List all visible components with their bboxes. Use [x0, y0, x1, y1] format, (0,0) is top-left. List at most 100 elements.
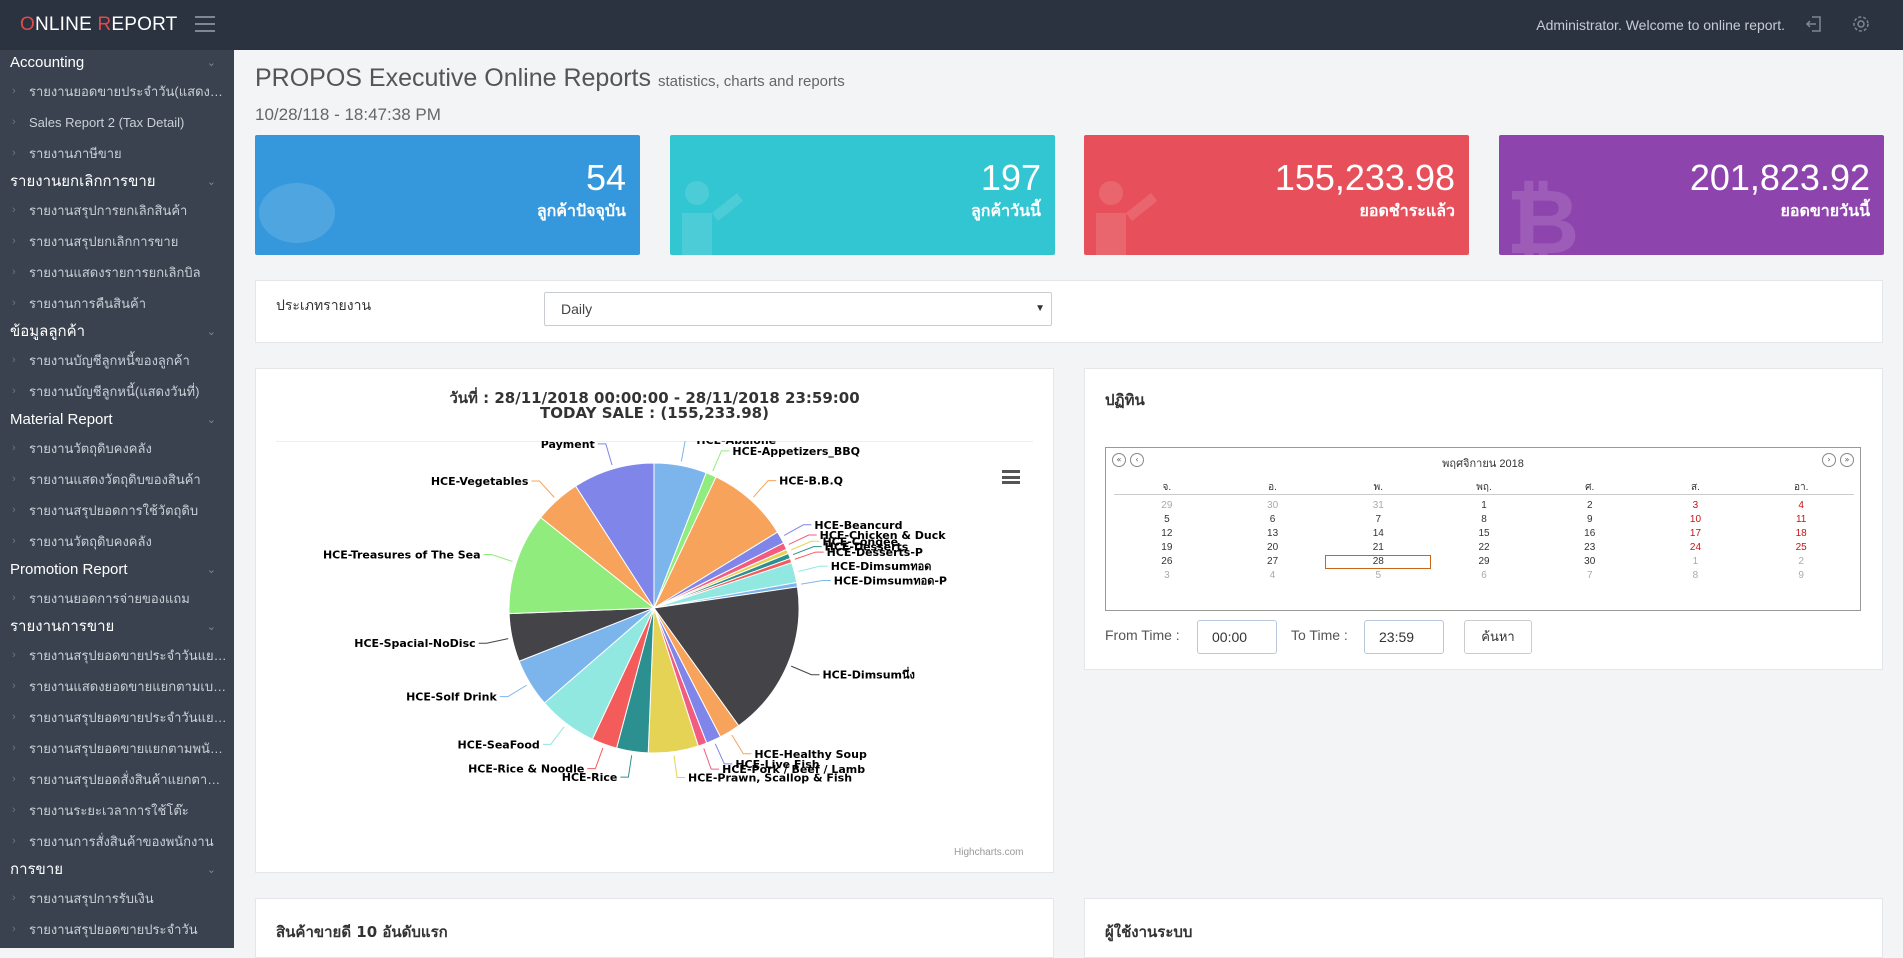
sidebar-section-header[interactable]: รายงานยกเลิกการขาย ⌄ [0, 169, 234, 195]
calendar-day[interactable]: 23 [1584, 542, 1596, 553]
sidebar-item[interactable]: › รายงานแสดงยอดขายแยกตามเบอร์โต๊ะ [0, 671, 228, 702]
sidebar-section-header[interactable]: Accounting ⌄ [0, 50, 234, 76]
calendar-day[interactable]: 19 [1161, 542, 1173, 553]
sidebar-item[interactable]: › รายงานสรุปยอดขายประจำวันแยกตามกลุ่ม [0, 640, 228, 671]
calendar-day[interactable]: 15 [1478, 528, 1490, 539]
pie-connector [531, 480, 555, 498]
calendar-day[interactable]: 7 [1586, 570, 1593, 581]
from-time-input[interactable]: 00:00 [1197, 620, 1277, 654]
sidebar-item[interactable]: › รายงานยอดขายประจำวัน(แสดงรายละเอียด) [0, 76, 228, 107]
sidebar-item[interactable]: › รายงานสรุปยอดสั่งสินค้าแยกตามครัว [0, 764, 228, 795]
calendar-day[interactable]: 17 [1689, 528, 1702, 539]
sidebar-item[interactable]: › รายงานบัญชีลูกหนี้(แสดงวันที่) [0, 376, 228, 407]
sidebar-item[interactable]: › รายงานสรุปยอดขายประจำวันแยกตามประเภท [0, 702, 228, 733]
calendar-day[interactable]: 9 [1798, 570, 1804, 581]
pie-slice[interactable] [574, 462, 655, 610]
report-type-select[interactable]: Daily ▼ [544, 292, 1052, 326]
calendar-day[interactable]: 29 [1161, 500, 1173, 511]
sidebar-item[interactable]: › รายงานยอดการจ่ายของแถม [0, 583, 228, 614]
pie-slice[interactable] [508, 516, 656, 615]
calendar-day[interactable]: 24 [1689, 542, 1702, 553]
sidebar-item[interactable]: › รายงานแสดงวัตถุดิบของสินค้า [0, 464, 228, 495]
calendar-day[interactable]: 21 [1372, 542, 1384, 553]
stat-card-current-customers[interactable]: 54 ลูกค้าปัจจุบัน [255, 135, 640, 255]
sidebar-item[interactable]: › รายงานแสดงรายการยกเลิกบิล [0, 257, 228, 288]
calendar-day[interactable]: 16 [1584, 528, 1596, 539]
calendar-day[interactable]: 7 [1375, 514, 1382, 525]
sidebar-item[interactable]: › รายงานสรุปยกเลิกการขาย [0, 226, 228, 257]
calendar-day[interactable]: 3 [1164, 570, 1170, 581]
calendar-day[interactable]: 30 [1584, 556, 1596, 567]
sidebar-item[interactable]: › รายงานการคืนสินค้า [0, 288, 228, 319]
calendar-day[interactable]: 4 [1798, 500, 1804, 511]
calendar-day[interactable]: 30 [1267, 500, 1279, 511]
calendar-day[interactable]: 29 [1478, 556, 1490, 567]
calendar-day[interactable]: 14 [1372, 528, 1384, 539]
calendar-day[interactable]: 28 [1325, 555, 1432, 569]
calendar-day[interactable]: 11 [1795, 514, 1807, 525]
sidebar-item[interactable]: › รายงานวัตถุดิบคงคลัง [0, 526, 228, 557]
calendar-day[interactable]: 26 [1161, 556, 1173, 567]
calendar-day[interactable]: 3 [1692, 500, 1699, 511]
logout-icon[interactable] [1803, 14, 1825, 36]
sidebar-item[interactable]: › รายงานสรุปการยกเลิกสินค้า [0, 195, 228, 226]
calendar-day[interactable]: 9 [1586, 514, 1593, 525]
calendar-day[interactable]: 6 [1481, 570, 1487, 581]
calendar-day[interactable]: 2 [1798, 556, 1804, 567]
calendar-day[interactable]: 27 [1267, 556, 1279, 567]
next-year-icon[interactable]: » [1840, 453, 1854, 467]
sidebar-section-header[interactable]: Promotion Report ⌄ [0, 557, 234, 583]
pie-slice[interactable] [652, 476, 779, 610]
calendar-day[interactable]: 20 [1267, 542, 1279, 553]
to-time-input[interactable]: 23:59 [1364, 620, 1444, 654]
sidebar-item-label: รายงานบัญชีลูกหนี้(แสดงวันที่) [29, 384, 200, 399]
chart-credits[interactable]: Highcharts.com [954, 847, 1024, 858]
prev-year-icon[interactable]: « [1112, 453, 1126, 467]
chart-context-menu-icon[interactable] [1002, 470, 1020, 484]
stat-card-customers-today[interactable]: 197 ลูกค้าวันนี้ [670, 135, 1055, 255]
prev-month-icon[interactable]: ‹ [1130, 453, 1144, 467]
calendar-day[interactable]: 13 [1267, 528, 1279, 539]
search-button[interactable]: ค้นหา [1464, 620, 1532, 654]
calendar-day[interactable]: 5 [1375, 570, 1382, 581]
sidebar-item[interactable]: › รายงานสรุปยอดขายประจำวัน [0, 914, 228, 945]
sidebar-item[interactable]: › รายงานการสั่งสินค้าของพนักงาน [0, 826, 228, 857]
calendar-day[interactable]: 31 [1372, 500, 1384, 511]
sidebar-item[interactable]: › รายงานสรุปยอดการใช้วัตถุดิบ [0, 495, 228, 526]
next-month-icon[interactable]: › [1822, 453, 1836, 467]
calendar-day[interactable]: 10 [1689, 514, 1702, 525]
chevron-right-icon: › [12, 535, 16, 547]
pie-slice[interactable] [653, 586, 800, 727]
stat-card-paid-total[interactable]: 155,233.98 ยอดชำระแล้ว [1084, 135, 1469, 255]
calendar-day[interactable]: 1 [1481, 500, 1487, 511]
settings-gear-icon[interactable] [1850, 14, 1872, 36]
chevron-right-icon: › [12, 147, 16, 159]
calendar-day[interactable]: 6 [1269, 514, 1276, 525]
calendar-day[interactable]: 8 [1481, 514, 1487, 525]
calendar-day[interactable]: 22 [1478, 542, 1490, 553]
app-logo[interactable]: ONLINE REPORT [20, 14, 177, 36]
sidebar-item[interactable]: › รายงานสรุปยอดขายแยกตามพนักงาน [0, 733, 228, 764]
calendar-day[interactable]: 12 [1161, 528, 1173, 539]
chevron-right-icon: › [12, 773, 16, 785]
calendar-day[interactable]: 1 [1692, 556, 1699, 567]
sidebar-section-header[interactable]: รายงานการขาย ⌄ [0, 614, 234, 640]
sidebar-section-header[interactable]: ข้อมูลลูกค้า ⌄ [0, 319, 234, 345]
sidebar-section-header[interactable]: การขาย ⌄ [0, 857, 234, 883]
calendar-day[interactable]: 2 [1586, 500, 1593, 511]
sidebar-item[interactable]: › Sales Report 2 (Tax Detail) [0, 107, 228, 138]
logo-text-eport: EPORT [111, 14, 178, 35]
menu-toggle-icon[interactable] [195, 16, 215, 32]
calendar-day[interactable]: 5 [1164, 514, 1170, 525]
sidebar-item[interactable]: › รายงานวัตถุดิบคงคลัง [0, 433, 228, 464]
sidebar-item[interactable]: › รายงานบัญชีลูกหนี้ของลูกค้า [0, 345, 228, 376]
sidebar-item[interactable]: › รายงานภาษีขาย [0, 138, 228, 169]
calendar-day[interactable]: 18 [1795, 528, 1807, 539]
sidebar-item[interactable]: › รายงานสรุปการรับเงิน [0, 883, 228, 914]
calendar-day[interactable]: 25 [1795, 542, 1807, 553]
sidebar-section-header[interactable]: Material Report ⌄ [0, 407, 234, 433]
calendar-day[interactable]: 4 [1269, 570, 1276, 581]
sidebar-item[interactable]: › รายงานระยะเวลาการใช้โต๊ะ [0, 795, 228, 826]
stat-card-sales-today[interactable]: ₿ 201,823.92 ยอดขายวันนี้ [1499, 135, 1884, 255]
calendar-day[interactable]: 8 [1692, 570, 1699, 581]
